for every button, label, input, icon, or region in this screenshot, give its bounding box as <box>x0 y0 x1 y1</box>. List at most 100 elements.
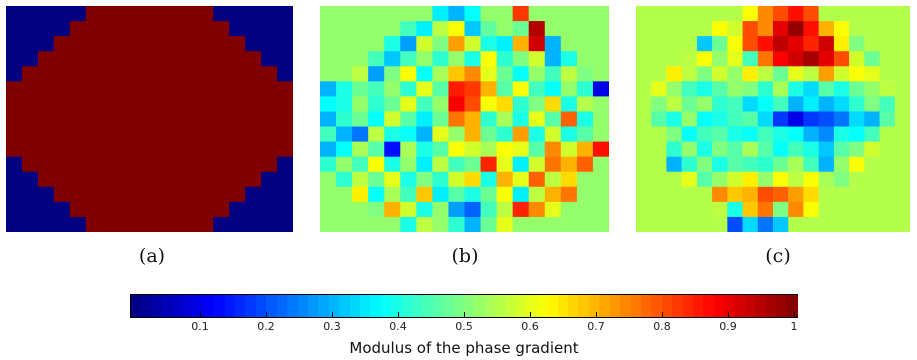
colorbar-tick-label: 0.1 <box>191 320 209 333</box>
heatmap-a-cell <box>261 21 278 37</box>
heatmap-c-cell <box>803 111 820 128</box>
heatmap-c-cell <box>773 66 789 82</box>
heatmap-c-cell <box>773 96 789 113</box>
heatmap-a-cell <box>197 156 214 173</box>
heatmap-c-cell <box>773 186 789 203</box>
heatmap-a-cell <box>37 111 55 128</box>
heatmap-b-cell <box>560 141 578 158</box>
heatmap-b-cell <box>400 81 417 97</box>
heatmap-a-cell <box>261 51 278 67</box>
heatmap-c-cell <box>864 51 881 67</box>
heatmap-b-cell <box>384 186 401 203</box>
heatmap-c-cell <box>833 186 850 203</box>
heatmap-b-cell <box>544 21 562 37</box>
heatmap-b-cell <box>336 111 353 128</box>
heatmap-c-cell <box>666 36 683 52</box>
heatmap-c-cell <box>833 51 850 67</box>
heatmap-b-cell <box>448 216 466 232</box>
heatmap-b-cell <box>368 111 385 128</box>
heatmap-a-cell <box>213 156 230 173</box>
heatmap-a-cell <box>181 51 198 67</box>
heatmap-a-cell <box>101 171 119 188</box>
heatmap-b-cell <box>560 81 578 97</box>
heatmap-b-cell <box>496 186 514 203</box>
heatmap-a-cell <box>21 156 39 173</box>
heatmap-c-cell <box>818 216 835 232</box>
heatmap-a-cell <box>229 36 246 52</box>
heatmap-a-cell <box>213 111 230 128</box>
heatmap-c-cell <box>742 21 759 37</box>
heatmap-c-cell <box>864 156 881 173</box>
heatmap-a-cell <box>229 21 246 37</box>
heatmap-b-cell <box>352 156 369 173</box>
heatmap-c-cell <box>894 156 910 173</box>
heatmap-b-cell <box>480 96 498 113</box>
heatmap-a-cell <box>149 126 167 143</box>
heatmap-b-cell <box>384 156 401 173</box>
heatmap-a-cell <box>117 141 135 158</box>
heatmap-a-cell <box>229 171 246 188</box>
heatmap-b-cell <box>544 201 562 218</box>
heatmap-c-cell <box>681 66 698 82</box>
heatmap-b-cell <box>480 21 498 37</box>
heatmap-c-cell <box>757 111 774 128</box>
heatmap-a-cell <box>101 66 119 82</box>
colorbar-segment <box>411 295 423 317</box>
heatmap-c-cell <box>727 21 744 37</box>
heatmap-a-cell <box>85 126 103 143</box>
heatmap-b-cell <box>384 126 401 143</box>
heatmap-a-cell <box>101 6 119 22</box>
heatmap-b-cell <box>384 171 401 188</box>
heatmap-a-cell <box>117 36 135 52</box>
colorbar-tick-mark <box>794 312 795 317</box>
heatmap-b-cell <box>384 201 401 218</box>
heatmap-b-cell <box>592 126 609 143</box>
heatmap-a-cell <box>229 216 246 232</box>
heatmap-a-cell <box>277 186 293 203</box>
heatmap-c-cell <box>712 216 728 232</box>
heatmap-c-cell <box>818 186 835 203</box>
heatmap-c-cell <box>803 126 820 143</box>
heatmap-c-cell <box>742 96 759 113</box>
heatmap-b-cell <box>416 51 433 67</box>
heatmap-a-cell <box>53 6 71 22</box>
colorbar-segment <box>557 295 569 317</box>
heatmap-a-cell <box>197 66 214 82</box>
heatmap-b-cell <box>496 6 514 22</box>
heatmap-c-cell <box>651 36 668 52</box>
heatmap-a-cell <box>165 36 182 52</box>
heatmap-b-cell <box>464 96 482 113</box>
heatmap-a-cell <box>245 216 262 232</box>
heatmap-c-cell <box>864 6 881 22</box>
heatmap-a-cell <box>181 171 198 188</box>
heatmap-a-cell <box>21 111 39 128</box>
heatmap-a-cell <box>149 51 167 67</box>
heatmap-a-cell <box>6 141 23 158</box>
heatmap-b-cell <box>560 21 578 37</box>
heatmap-a-cell <box>149 6 167 22</box>
heatmap-a-cell <box>85 51 103 67</box>
heatmap-b-cell <box>464 126 482 143</box>
colorbar-segment <box>526 295 538 317</box>
heatmap-b-cell <box>496 96 514 113</box>
heatmap-a-cell <box>21 141 39 158</box>
heatmap-b-cell <box>480 171 498 188</box>
heatmap-a-cell <box>133 66 151 82</box>
heatmap-a-cell <box>245 36 262 52</box>
heatmap-a-cell <box>117 21 135 37</box>
heatmap-b-cell <box>336 66 353 82</box>
heatmap-b-cell <box>336 96 353 113</box>
heatmap-c-cell <box>849 216 865 232</box>
heatmap-a-cell <box>277 126 293 143</box>
heatmap-c-cell <box>696 111 713 128</box>
heatmap-b-cell <box>592 81 609 97</box>
colorbar-tick-label: 0.8 <box>653 320 671 333</box>
heatmap-b-cell <box>576 6 594 22</box>
heatmap-b-cell <box>416 81 433 97</box>
colorbar-segment <box>474 295 486 317</box>
heatmap-c-cell <box>833 21 850 37</box>
heatmap-c-cell <box>803 96 820 113</box>
heatmap-c-cell <box>636 171 652 188</box>
heatmap-a-cell <box>101 21 119 37</box>
heatmap-c-cell <box>666 201 683 218</box>
